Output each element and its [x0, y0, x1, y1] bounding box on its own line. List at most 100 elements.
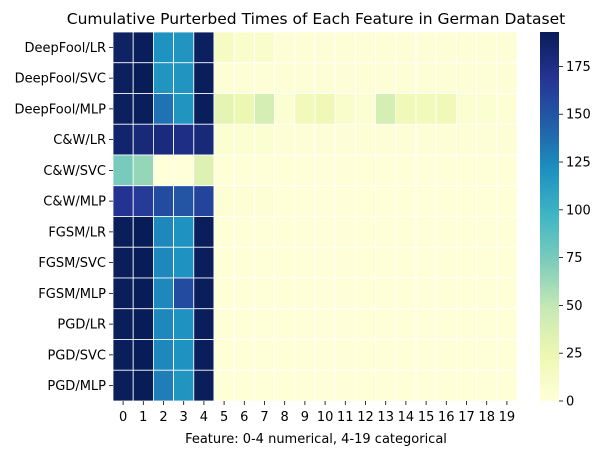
heatmap-cell: [314, 369, 336, 402]
heatmap-cell: [395, 185, 417, 217]
x-tick-label: 17: [458, 410, 475, 425]
y-tick-labels: DeepFool/LR DeepFool/SVC DeepFool/MLP C&W/L…: [15, 41, 113, 394]
heatmap-cell: [354, 31, 376, 64]
heatmap-cell: [496, 154, 518, 187]
heatmap-cell: [334, 369, 356, 402]
x-tick-label: 0: [119, 410, 127, 425]
heatmap-cell: [476, 308, 498, 340]
heatmap-cell: [435, 185, 457, 217]
heatmap-cell: [496, 31, 518, 64]
heatmap-cell: [294, 369, 316, 402]
heatmap-cell: [435, 93, 457, 125]
y-tick-label: C&W/MLP: [43, 195, 106, 210]
heatmap-cell: [354, 62, 376, 94]
heatmap-cell: [132, 123, 154, 156]
heatmap-cell: [455, 339, 477, 371]
x-tick-label: 12: [357, 410, 374, 425]
heatmap-cell: [375, 154, 397, 187]
y-tick-label: PGD/LR: [57, 318, 106, 333]
heatmap-cell: [274, 31, 296, 64]
heatmap-cell: [274, 339, 296, 371]
heatmap-cell: [112, 369, 134, 402]
heatmap-cell: [193, 123, 215, 156]
y-tick-label: DeepFool/SVC: [15, 72, 106, 87]
heatmap-cell: [395, 31, 417, 64]
heatmap-cell: [375, 339, 397, 371]
heatmap-cell: [132, 216, 154, 248]
heatmap-cell: [354, 123, 376, 156]
heatmap-cell: [294, 277, 316, 310]
heatmap-cell: [294, 246, 316, 279]
colorbar: 0 25 50 75 100 125 150 175: [540, 32, 591, 410]
y-tick-label: DeepFool/LR: [25, 41, 106, 56]
heatmap-cell: [476, 277, 498, 310]
heatmap-cell: [213, 339, 235, 371]
heatmap-cell: [112, 31, 134, 64]
heatmap-cell: [395, 277, 417, 310]
x-tick-label: 11: [337, 410, 354, 425]
heatmap-cell: [253, 93, 275, 125]
heatmap-cell: [233, 154, 255, 187]
heatmap-cell: [476, 123, 498, 156]
heatmap-cell: [152, 216, 174, 248]
heatmap-cell: [354, 246, 376, 279]
heatmap-cell: [354, 216, 376, 248]
heatmap-cell: [274, 369, 296, 402]
x-tick-label: 8: [281, 410, 289, 425]
heatmap-cell: [415, 246, 437, 279]
heatmap-cell: [233, 308, 255, 340]
heatmap-cell: [496, 123, 518, 156]
heatmap-cell: [173, 216, 195, 248]
heatmap-cell: [354, 93, 376, 125]
heatmap-cell: [294, 154, 316, 187]
heatmap-cell: [435, 123, 457, 156]
heatmap-cell: [132, 246, 154, 279]
heatmap-cell: [435, 339, 457, 371]
x-tick-label: 16: [438, 410, 455, 425]
colorbar-tick-label: 75: [566, 251, 583, 266]
heatmap-cell: [375, 123, 397, 156]
heatmap-cell: [132, 277, 154, 310]
heatmap-cell: [395, 339, 417, 371]
heatmap-cell: [395, 308, 417, 340]
heatmap-cell: [455, 216, 477, 248]
colorbar-tick-label: 175: [566, 60, 591, 75]
heatmap-cell: [435, 246, 457, 279]
heatmap-cell: [476, 154, 498, 187]
heatmap-cell: [173, 277, 195, 310]
heatmap-cell: [132, 154, 154, 187]
heatmap-cell: [395, 369, 417, 402]
heatmap-cell: [354, 154, 376, 187]
heatmap-cell: [314, 246, 336, 279]
heatmap-cell: [253, 123, 275, 156]
heatmap-cell: [213, 308, 235, 340]
heatmap-cells: [112, 31, 518, 402]
heatmap-cell: [435, 31, 457, 64]
x-tick-label: 13: [377, 410, 394, 425]
heatmap-cell: [112, 93, 134, 125]
heatmap-cell: [173, 154, 195, 187]
heatmap-cell: [294, 308, 316, 340]
heatmap-cell: [253, 339, 275, 371]
heatmap-cell: [476, 62, 498, 94]
heatmap-cell: [253, 246, 275, 279]
heatmap-cell: [476, 185, 498, 217]
heatmap-cell: [334, 308, 356, 340]
heatmap-cell: [173, 185, 195, 217]
heatmap-cell: [112, 185, 134, 217]
heatmap-cell: [375, 308, 397, 340]
heatmap-cell: [496, 308, 518, 340]
heatmap-cell: [274, 93, 296, 125]
heatmap-cell: [193, 277, 215, 310]
heatmap-cell: [314, 216, 336, 248]
heatmap-cell: [435, 277, 457, 310]
heatmap-cell: [193, 154, 215, 187]
heatmap-cell: [415, 216, 437, 248]
heatmap-cell: [476, 93, 498, 125]
heatmap-cell: [213, 62, 235, 94]
heatmap-cell: [455, 154, 477, 187]
heatmap-cell: [294, 339, 316, 371]
heatmap-cell: [435, 154, 457, 187]
heatmap-cell: [455, 308, 477, 340]
heatmap-cell: [294, 185, 316, 217]
